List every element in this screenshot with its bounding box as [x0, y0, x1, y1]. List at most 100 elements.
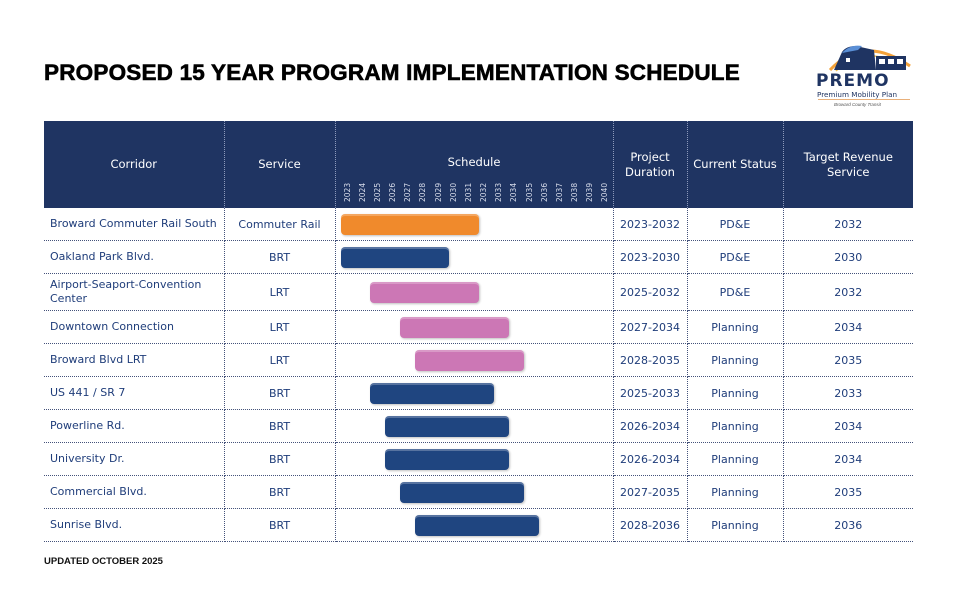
- status-cell: Planning: [687, 343, 784, 377]
- gantt-bar: [340, 214, 479, 235]
- table-row: Sunrise Blvd. BRT 2028-2036 Planning 2036: [44, 508, 913, 542]
- schedule-cell: [335, 508, 614, 542]
- header-duration: Project Duration: [613, 121, 688, 208]
- gantt-bar: [385, 449, 509, 470]
- year-tick-label: 2026: [388, 182, 398, 202]
- year-tick-label: 2032: [479, 182, 489, 202]
- year-tick-label: 2025: [372, 182, 382, 202]
- service-cell: LRT: [224, 343, 336, 377]
- duration-cell: 2023-2030: [613, 240, 688, 274]
- table-row: Oakland Park Blvd. BRT 2023-2030 PD&E 2030: [44, 240, 913, 274]
- target-cell: 2032: [783, 208, 913, 241]
- schedule-cell: [335, 409, 614, 443]
- schedule-cell: [335, 240, 614, 274]
- service-cell: BRT: [224, 240, 336, 274]
- status-cell: Planning: [687, 409, 784, 443]
- table-row: US 441 / SR 7 BRT 2025-2033 Planning 2033: [44, 376, 913, 410]
- year-tick-label: 2034: [509, 182, 519, 202]
- target-cell: 2035: [783, 475, 913, 509]
- service-cell: BRT: [224, 475, 336, 509]
- corridor-cell: Sunrise Blvd.: [44, 508, 225, 542]
- year-tick-label: 2030: [448, 182, 458, 202]
- year-axis: 2023 2024 2025 2026 2027 2028 2029 2030 2031 2032…: [340, 176, 610, 202]
- status-cell: Planning: [687, 508, 784, 542]
- year-tick-label: 2036: [539, 182, 549, 202]
- table-row: Broward Blvd LRT LRT 2028-2035 Planning 2035: [44, 343, 913, 377]
- status-cell: PD&E: [687, 240, 784, 274]
- corridor-cell: University Dr.: [44, 442, 225, 476]
- updated-note: UPDATED OCTOBER 2025: [44, 556, 163, 567]
- duration-cell: 2027-2035: [613, 475, 688, 509]
- target-cell: 2034: [783, 442, 913, 476]
- gantt-bar: [414, 515, 539, 536]
- year-tick-label: 2038: [570, 182, 580, 202]
- status-cell: PD&E: [687, 273, 784, 311]
- schedule-table: Corridor Service Schedule 2023 2024 2025 20…: [44, 121, 913, 542]
- status-cell: Planning: [687, 475, 784, 509]
- service-cell: LRT: [224, 310, 336, 344]
- target-cell: 2034: [783, 409, 913, 443]
- year-tick-label: 2039: [585, 182, 595, 202]
- page-title: PROPOSED 15 YEAR PROGRAM IMPLEMENTATION …: [44, 60, 740, 86]
- duration-cell: 2028-2035: [613, 343, 688, 377]
- logo-agency: Broward County Transit: [834, 102, 881, 107]
- year-tick-label: 2033: [494, 182, 504, 202]
- status-cell: PD&E: [687, 208, 784, 241]
- service-cell: BRT: [224, 442, 336, 476]
- status-cell: Planning: [687, 310, 784, 344]
- logo-subtitle: Premium Mobility Plan: [817, 90, 898, 99]
- service-cell: BRT: [224, 376, 336, 410]
- service-cell: LRT: [224, 273, 336, 311]
- schedule-cell: [335, 208, 614, 241]
- target-cell: 2036: [783, 508, 913, 542]
- gantt-bar: [414, 350, 524, 371]
- year-tick-label: 2037: [554, 182, 564, 202]
- year-tick-label: 2029: [433, 182, 443, 202]
- premo-logo: PREMO Premium Mobility Plan Broward Coun…: [812, 40, 916, 112]
- year-tick-label: 2024: [357, 182, 367, 202]
- gantt-bar: [370, 383, 494, 404]
- table-row: Downtown Connection LRT 2027-2034 Planning 2…: [44, 310, 913, 344]
- corridor-cell: Powerline Rd.: [44, 409, 225, 443]
- corridor-cell: Broward Commuter Rail South: [44, 208, 225, 241]
- schedule-title: Schedule: [447, 155, 501, 169]
- year-tick-label: 2027: [403, 182, 413, 202]
- schedule-cell: [335, 475, 614, 509]
- table-row: Airport-Seaport-Convention Center LRT 2025…: [44, 273, 913, 311]
- target-cell: 2034: [783, 310, 913, 344]
- target-cell: 2033: [783, 376, 913, 410]
- service-cell: Commuter Rail: [224, 208, 336, 241]
- duration-cell: 2026-2034: [613, 409, 688, 443]
- table-row: Broward Commuter Rail South Commuter Rail…: [44, 208, 913, 241]
- corridor-cell: US 441 / SR 7: [44, 376, 225, 410]
- gantt-bar: [340, 247, 450, 268]
- schedule-cell: [335, 442, 614, 476]
- header-target: Target Revenue Service: [783, 121, 913, 208]
- corridor-cell: Broward Blvd LRT: [44, 343, 225, 377]
- duration-cell: 2026-2034: [613, 442, 688, 476]
- corridor-cell: Commercial Blvd.: [44, 475, 225, 509]
- schedule-cell: [335, 376, 614, 410]
- corridor-cell: Downtown Connection: [44, 310, 225, 344]
- header-corridor: Corridor: [44, 121, 225, 208]
- table-row: Powerline Rd. BRT 2026-2034 Planning 2034: [44, 409, 913, 443]
- year-tick-label: 2035: [524, 182, 534, 202]
- table-row: University Dr. BRT 2026-2034 Planning 2034: [44, 442, 913, 476]
- header-schedule: Schedule 2023 2024 2025 2026 2027 2028 2029 203…: [335, 121, 614, 208]
- corridor-cell: Airport-Seaport-Convention Center: [44, 273, 225, 311]
- schedule-cell: [335, 343, 614, 377]
- duration-cell: 2028-2036: [613, 508, 688, 542]
- schedule-cell: [335, 310, 614, 344]
- logo-divider: [818, 99, 910, 100]
- corridor-cell: Oakland Park Blvd.: [44, 240, 225, 274]
- gantt-bar: [400, 482, 524, 503]
- target-cell: 2030: [783, 240, 913, 274]
- year-tick-label: 2040: [600, 182, 610, 202]
- service-cell: BRT: [224, 409, 336, 443]
- train-icon: [828, 45, 911, 72]
- schedule-cell: [335, 273, 614, 311]
- header-status: Current Status: [687, 121, 784, 208]
- header-service: Service: [224, 121, 336, 208]
- gantt-bar: [400, 317, 509, 338]
- duration-cell: 2025-2032: [613, 273, 688, 311]
